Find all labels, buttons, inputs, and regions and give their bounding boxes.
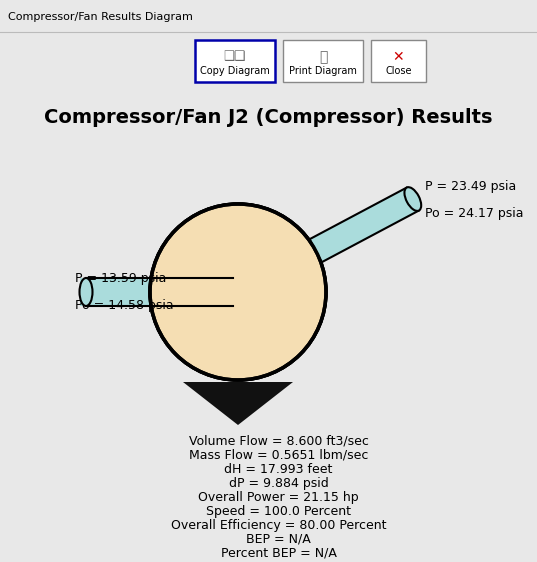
Text: dH = 17.993 feet: dH = 17.993 feet	[224, 463, 333, 476]
Polygon shape	[310, 188, 419, 262]
Circle shape	[150, 204, 326, 380]
Bar	[80, 278, 233, 306]
Text: Overall Efficiency = 80.00 Percent: Overall Efficiency = 80.00 Percent	[171, 519, 386, 532]
Text: Print Diagram: Print Diagram	[289, 66, 357, 76]
Polygon shape	[183, 382, 293, 425]
Text: BEP = N/A: BEP = N/A	[246, 533, 311, 546]
FancyBboxPatch shape	[195, 40, 275, 82]
Text: ✕: ✕	[393, 50, 404, 64]
Text: Compressor/Fan J2 (Compressor) Results: Compressor/Fan J2 (Compressor) Results	[44, 108, 493, 127]
FancyBboxPatch shape	[283, 40, 363, 82]
Text: Copy Diagram: Copy Diagram	[200, 66, 270, 76]
Ellipse shape	[79, 278, 92, 306]
Text: Compressor/Fan Results Diagram: Compressor/Fan Results Diagram	[8, 12, 193, 22]
FancyBboxPatch shape	[371, 40, 426, 82]
Text: Po = 14.58 psia: Po = 14.58 psia	[75, 299, 173, 312]
Text: Close: Close	[385, 66, 412, 76]
Circle shape	[150, 204, 326, 380]
Ellipse shape	[404, 187, 421, 211]
Text: dP = 9.884 psid: dP = 9.884 psid	[229, 477, 328, 490]
Text: Overall Power = 21.15 hp: Overall Power = 21.15 hp	[198, 491, 359, 504]
Text: P = 13.59 psia: P = 13.59 psia	[75, 272, 166, 285]
Text: ⎙: ⎙	[319, 50, 327, 64]
Text: Percent BEP = N/A: Percent BEP = N/A	[221, 547, 337, 560]
Text: Speed = 100.0 Percent: Speed = 100.0 Percent	[206, 505, 351, 518]
Text: Mass Flow = 0.5651 lbm/sec: Mass Flow = 0.5651 lbm/sec	[189, 449, 368, 462]
Text: P = 23.49 psia: P = 23.49 psia	[425, 180, 516, 193]
Text: Volume Flow = 8.600 ft3/sec: Volume Flow = 8.600 ft3/sec	[188, 435, 368, 448]
Text: Po = 24.17 psia: Po = 24.17 psia	[425, 207, 524, 220]
Text: ❑❑: ❑❑	[224, 50, 246, 63]
